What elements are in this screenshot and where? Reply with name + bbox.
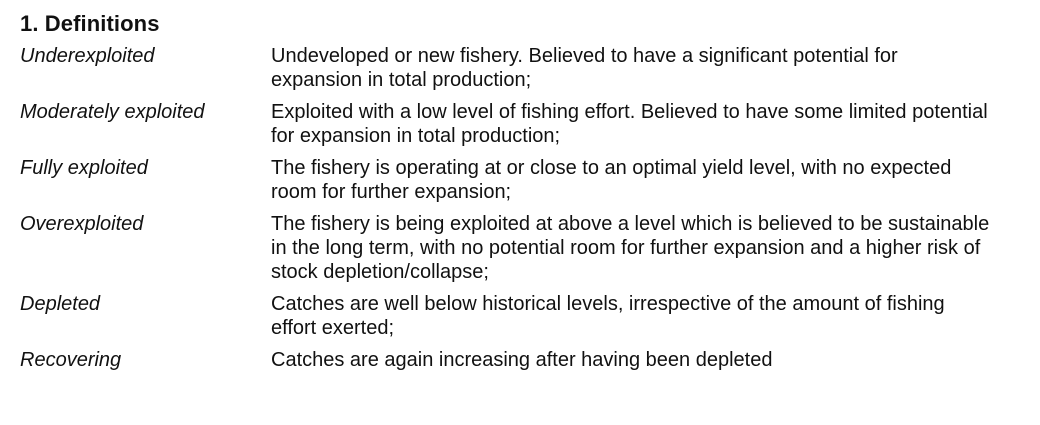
definition-description: Undeveloped or new fishery. Believed to …	[271, 45, 898, 91]
definition-row-depleted: Depleted Catches are well below historic…	[20, 292, 1020, 340]
definition-term: Underexploited	[20, 45, 155, 67]
definition-term: Depleted	[20, 293, 101, 315]
definition-description: Exploited with a low level of fishing ef…	[271, 101, 988, 147]
definition-description: Catches are well below historical levels…	[271, 293, 945, 339]
definition-row-recovering: Recovering Catches are again increasing …	[20, 348, 1020, 372]
definition-row-fully-exploited: Fully exploited The fishery is operating…	[20, 156, 1020, 204]
section-heading: 1. Definitions	[20, 11, 160, 36]
definition-term: Overexploited	[20, 213, 144, 235]
definition-row-moderately-exploited: Moderately exploited Exploited with a lo…	[20, 100, 1020, 148]
definition-description: The fishery is being exploited at above …	[271, 213, 990, 283]
definition-description: The fishery is operating at or close to …	[271, 157, 952, 203]
definition-term: Fully exploited	[20, 157, 148, 179]
definition-term: Moderately exploited	[20, 101, 205, 123]
document-body: 1. Definitions Underexploited Undevelope…	[20, 10, 1020, 380]
definition-row-underexploited: Underexploited Undeveloped or new fisher…	[20, 44, 1020, 92]
definitions-list: Underexploited Undeveloped or new fisher…	[20, 44, 1020, 372]
definition-term: Recovering	[20, 349, 122, 371]
definition-description: Catches are again increasing after havin…	[271, 349, 773, 371]
definition-row-overexploited: Overexploited The fishery is being explo…	[20, 212, 1020, 284]
